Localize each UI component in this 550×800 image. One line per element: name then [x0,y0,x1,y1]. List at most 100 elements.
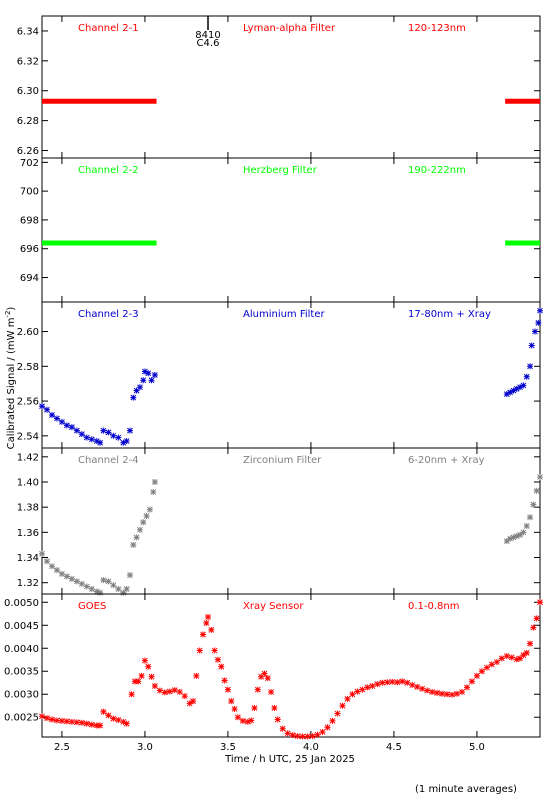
data-point [93,438,100,445]
data-point [105,429,112,436]
data-point [394,679,401,686]
y-tick-label: 698 [20,215,39,226]
panel-1: 6.26 6.28 6.30 6.32 6.34 Channel 2-1 Lyman-alp… [17,15,541,159]
y-tick-label: 0.0025 [4,713,39,724]
data-point [138,672,145,679]
data-point [520,529,527,536]
data-point [43,715,50,722]
data-point [166,688,173,695]
data-point [520,652,527,659]
data-point [239,717,246,724]
data-point [532,328,539,335]
y-axis-label: Calibrated Signal / (mW m-2) [4,307,17,450]
band-label: 190-222nm [408,165,466,176]
data-point [264,675,271,682]
data-point [520,382,527,389]
event-marker-class: C4.6 [197,38,220,49]
data-point [224,686,231,693]
data-point [409,682,416,689]
data-point [93,588,100,595]
data-point [48,563,55,570]
data-point [148,673,155,680]
data-point [133,387,140,394]
y-tick-label: 1.36 [17,528,39,539]
x-tick-label: 2.5 [54,742,70,753]
data-point [221,677,228,684]
filter-label: Aluminium Filter [243,309,326,320]
data-point [513,656,520,663]
data-point [214,656,221,663]
data-point [319,728,326,735]
data-point [523,649,530,656]
y-tick-label: 2.54 [17,431,39,442]
y-tick-label: 2.60 [17,327,39,338]
data-point [68,424,75,431]
data-point [148,377,155,384]
y-tick-label: 6.26 [17,146,39,157]
data-point [508,654,515,661]
data-point [517,655,524,662]
data-point [151,372,158,378]
y-tick-label: 2.58 [17,362,39,373]
data-point [510,534,517,541]
data-point [123,438,130,445]
data-point [203,619,210,626]
data-point [434,689,441,696]
data-point [145,370,152,377]
y-tick-label: 6.30 [17,86,39,97]
data-point [196,647,203,654]
data-point [527,514,534,521]
data-point [454,690,460,697]
data-point [369,682,376,689]
filter-label: Zirconium Filter [243,455,322,466]
filter-label: Xray Sensor [243,601,304,612]
data-point [161,689,168,696]
x-tick-label: 4.0 [303,742,319,753]
x-tick-label: 4.5 [386,742,402,753]
data-point [110,432,117,439]
channel-label: GOES [78,601,106,612]
y-tick-label: 1.34 [17,553,39,564]
data-point [88,436,95,443]
data-point [354,688,361,695]
data-point [384,679,391,686]
panel-2: 694 696 698 700 702 Channel 2-2 Herzberg Filte… [20,157,541,303]
data-point [126,572,133,579]
x-tick-label: 3.5 [220,742,236,753]
data-point [136,526,143,533]
y-tick-label: 696 [20,244,39,255]
data-point [517,384,524,391]
data-point [527,363,534,370]
panel-4: 1.32 1.34 1.36 1.38 1.40 1.42 Channel 2-4 Zirco… [17,447,543,596]
data-point [507,389,514,396]
channel-label: Channel 2-2 [78,165,139,176]
data-point [151,682,158,689]
data-point [115,716,122,723]
footnote: (1 minute averages) [415,784,517,795]
data-point [128,691,135,698]
chart-panels: 6.26 6.28 6.30 6.32 6.34 Channel 2-1 Lyman-alp… [4,15,543,753]
panel-frame [41,447,541,595]
y-tick-label: 1.40 [17,477,39,488]
data-point [48,411,55,418]
x-tick-label: 5.0 [469,742,485,753]
data-point [58,717,65,724]
data-point [289,732,296,739]
data-point [274,716,281,723]
y-tick-label: 694 [20,273,39,284]
channel-label: Channel 2-1 [78,23,139,34]
data-point [208,626,215,633]
data-point [100,708,107,715]
data-point [63,422,70,429]
data-point [251,705,258,712]
data-point [527,640,534,647]
data-point [73,427,80,434]
data-point [473,672,480,679]
band-label: 6-20nm + Xray [408,455,485,466]
data-point [58,418,65,425]
data-point [535,319,542,326]
data-point [190,698,197,705]
data-point [78,431,85,438]
data-point [146,506,153,513]
